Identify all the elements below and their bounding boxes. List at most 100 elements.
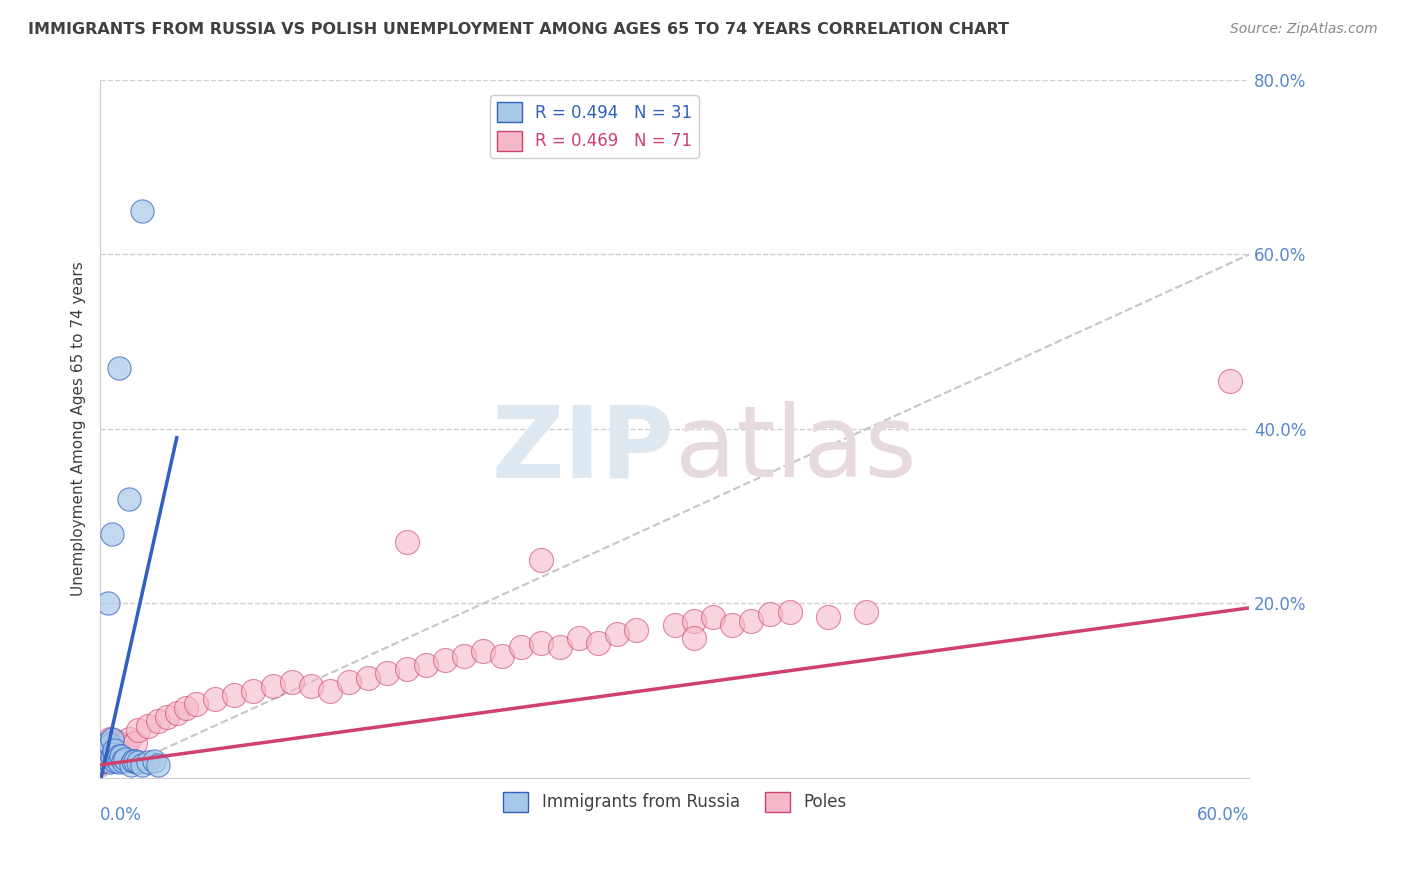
Point [112,747,135,761]
Point [108,745,131,759]
Point [127,723,149,737]
Point [103,738,125,752]
Point [97,736,120,750]
Point [103,743,125,757]
Point [166,706,188,720]
Point [224,688,246,702]
Point [280,675,302,690]
Point [395,535,418,549]
Point [103,745,125,759]
Point [131,758,153,772]
Point [110,749,132,764]
Point [184,697,207,711]
Point [319,683,342,698]
Point [530,553,553,567]
Point [682,614,704,628]
Point [91,756,114,770]
Point [98,747,121,761]
Point [491,648,513,663]
Y-axis label: Unemployment Among Ages 65 to 74 years: Unemployment Among Ages 65 to 74 years [72,261,86,597]
Text: Source: ZipAtlas.com: Source: ZipAtlas.com [1230,22,1378,37]
Point [510,640,533,654]
Point [97,738,120,752]
Point [93,743,115,757]
Point [606,627,628,641]
Point [104,754,127,768]
Point [94,747,117,761]
Point [93,749,115,764]
Point [91,745,114,759]
Text: 0.0%: 0.0% [100,806,142,824]
Point [105,747,128,761]
Point [121,754,143,768]
Point [94,740,117,755]
Point [664,618,686,632]
Point [548,640,571,654]
Point [110,738,132,752]
Point [97,745,120,759]
Point [136,719,159,733]
Point [453,648,475,663]
Point [626,623,648,637]
Point [100,731,122,746]
Point [377,666,399,681]
Point [395,662,418,676]
Point [91,749,114,764]
Point [98,745,121,759]
Point [204,692,226,706]
Point [105,740,128,755]
Point [415,657,437,672]
Point [93,743,115,757]
Point [105,752,128,766]
Text: 60.0%: 60.0% [1197,806,1250,824]
Point [176,701,198,715]
Point [93,747,115,761]
Point [94,752,117,766]
Point [721,618,744,632]
Point [98,738,121,752]
Point [103,747,125,761]
Text: IMMIGRANTS FROM RUSSIA VS POLISH UNEMPLOYMENT AMONG AGES 65 TO 74 YEARS CORRELAT: IMMIGRANTS FROM RUSSIA VS POLISH UNEMPLO… [28,22,1010,37]
Point [100,749,122,764]
Point [114,740,136,755]
Point [682,632,704,646]
Point [262,679,284,693]
Point [108,360,131,375]
Point [112,754,135,768]
Point [104,734,127,748]
Point [124,754,146,768]
Point [114,752,136,766]
Point [118,731,141,746]
Legend: Immigrants from Russia, Poles: Immigrants from Russia, Poles [496,785,853,819]
Point [98,756,121,770]
Point [131,203,153,218]
Point [91,745,114,759]
Point [299,679,322,693]
Point [142,754,165,768]
Text: atlas: atlas [675,401,917,499]
Point [855,605,877,619]
Point [779,605,801,619]
Point [156,710,179,724]
Point [93,754,115,768]
Point [98,731,121,746]
Point [108,756,131,770]
Point [568,632,591,646]
Point [108,736,131,750]
Point [118,491,141,506]
Point [740,614,762,628]
Point [94,740,117,755]
Point [100,736,122,750]
Point [242,683,264,698]
Point [127,756,149,770]
Point [100,526,122,541]
Point [357,671,380,685]
Point [586,636,609,650]
Point [530,636,553,650]
Point [146,714,169,729]
Point [100,749,122,764]
Point [702,609,724,624]
Point [97,749,120,764]
Point [146,758,169,772]
Point [1219,374,1241,388]
